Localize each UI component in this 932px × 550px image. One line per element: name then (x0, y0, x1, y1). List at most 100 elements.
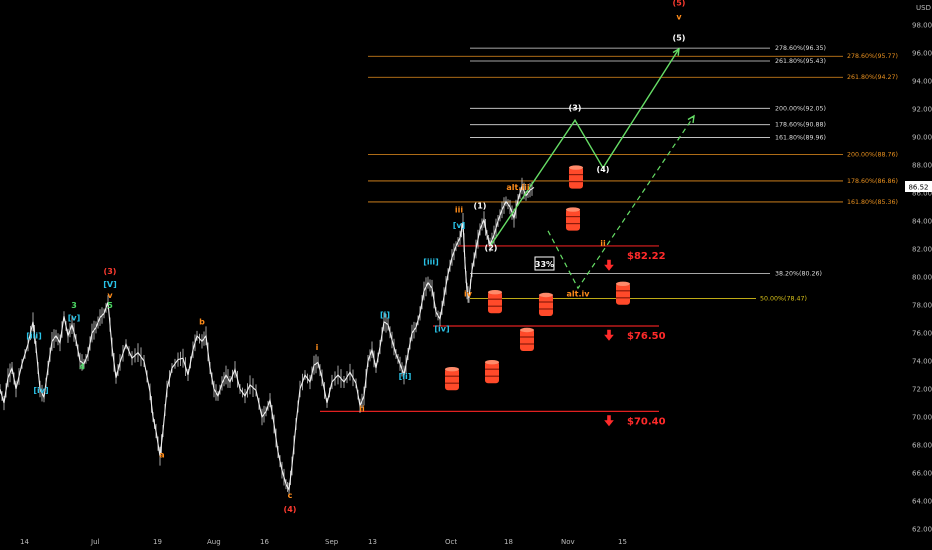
x-tick-label: 18 (504, 538, 513, 546)
x-tick-label: Jul (90, 538, 100, 546)
projection-alt-path (547, 115, 695, 290)
y-tick-label: 72.00 (912, 386, 932, 394)
wave-label: (1) (474, 201, 487, 210)
barrel-top (485, 360, 499, 365)
y-tick-label: 90.00 (912, 134, 932, 142)
wave-label: iv (464, 290, 473, 299)
fib-label-white: 261.80%(95.43) (775, 58, 826, 65)
barrel-top (488, 290, 502, 295)
y-tick-label: 76.00 (912, 330, 932, 338)
wave-label: ii (359, 404, 365, 413)
price-series (0, 177, 535, 497)
y-tick-label: 64.00 (912, 498, 932, 506)
fib-label-yellow: 50.00%(78.47) (760, 295, 807, 302)
percent-box (534, 256, 555, 271)
wave-label: ii (600, 239, 606, 248)
barrel-top (566, 207, 580, 212)
wave-label: 3 (71, 301, 77, 310)
barrel-body (445, 368, 459, 391)
oil-barrel-icon (566, 207, 580, 231)
support-label: $82.22 (627, 251, 666, 262)
wave-label: alt.iv (567, 290, 591, 299)
oil-barrel-icon (488, 290, 502, 314)
wave-label: [i] (380, 311, 390, 320)
barrel-body (485, 361, 499, 384)
y-tick-label: 98.00 (912, 22, 932, 30)
wave-label: [V] (103, 280, 117, 289)
chart-annotations: 33% (534, 256, 555, 271)
y-tick-label: 82.00 (912, 246, 932, 254)
current-price-label: 86.52 (908, 184, 928, 192)
barrel-top (445, 367, 459, 372)
fib-label-white: 38.20%(80.26) (775, 270, 822, 277)
oil-barrel-icon (485, 360, 499, 384)
barrel-body (566, 208, 580, 231)
barrel-body (520, 329, 534, 351)
fib-label-white: 178.60%(90.88) (775, 122, 826, 129)
x-tick-label: Oct (445, 538, 457, 546)
projection-paths (490, 47, 695, 290)
down-arrow-icons (604, 259, 614, 427)
x-tick-label: 13 (368, 538, 377, 546)
wave-label: [iii] (26, 332, 42, 341)
time-axis[interactable]: 14 Jul 19 Aug 16 Sep 13 Oct 18 Nov 15 (20, 538, 627, 546)
fib-label-orange: 200.00%(88.76) (847, 151, 898, 158)
y-tick-label: 86.00 (912, 190, 932, 198)
y-tick-label: 88.00 (912, 162, 932, 170)
barrel-body (569, 166, 583, 189)
fib-label-orange: 161.80%(85.36) (847, 199, 898, 206)
current-price-box (905, 181, 932, 192)
wave-label: b (199, 318, 205, 327)
oil-barrel-icons (445, 165, 630, 391)
barrel-body (539, 294, 553, 316)
oil-barrel-icon (616, 281, 630, 305)
down-arrow-icon (604, 329, 614, 341)
currency-label: USD (916, 4, 931, 12)
wave-label: v (676, 12, 682, 21)
wave-label: 4 (79, 362, 85, 371)
barrel-top (569, 165, 583, 170)
x-tick-label: Aug (207, 538, 221, 546)
x-tick-label: Sep (325, 538, 339, 546)
fib-label-white: 161.80%(89.96) (775, 135, 826, 142)
x-tick-label: 16 (260, 538, 269, 546)
x-tick-label: 14 (20, 538, 29, 546)
wave-label: [v] (68, 313, 81, 322)
wave-label: (4) (597, 165, 610, 174)
y-tick-label: 94.00 (912, 78, 932, 86)
percent-box-label: 33% (535, 260, 554, 269)
y-tick-label: 74.00 (912, 358, 932, 366)
wave-label: (4) (284, 505, 297, 514)
y-tick-label: 84.00 (912, 218, 932, 226)
wave-label: a (159, 451, 164, 460)
x-tick-label: 15 (618, 538, 627, 546)
wave-label: (2) (485, 243, 498, 252)
projection-primary-arrowhead (672, 47, 680, 56)
wave-label: 5 (107, 301, 113, 310)
y-tick-label: 78.00 (912, 302, 932, 310)
fib-label-white: 278.60%(96.35) (775, 45, 826, 52)
projection-primary-path (490, 48, 680, 246)
wave-label: v (107, 291, 113, 300)
down-arrow-icon (604, 259, 614, 271)
projection-alt-arrowhead (687, 114, 695, 124)
oil-barrel-icon (445, 367, 459, 391)
wave-label: [ii] (399, 372, 412, 381)
x-tick-label: Nov (561, 538, 575, 546)
fib-label-white: 200.00%(92.05) (775, 105, 826, 112)
barrel-top (520, 327, 534, 333)
wave-label: c (288, 491, 293, 500)
price-axis[interactable]: USD 62.00 64.00 66.00 68.00 70.00 72.00 74.00 7… (912, 4, 932, 534)
wave-labels: (5)v(5)(3)(4)alt.iii(1)(2)iii[v][iii]iv[… (26, 0, 685, 514)
wave-label: alt.iii (506, 183, 529, 192)
y-tick-label: 70.00 (912, 414, 932, 422)
oil-barrel-icon (539, 292, 553, 316)
y-tick-label: 80.00 (912, 274, 932, 282)
wave-label: i (316, 343, 319, 352)
y-tick-label: 62.00 (912, 526, 932, 534)
support-label: $76.50 (627, 331, 666, 342)
fib-label-orange: 261.80%(94.27) (847, 74, 898, 81)
wave-label: [iv] (434, 325, 449, 334)
barrel-body (616, 282, 630, 305)
